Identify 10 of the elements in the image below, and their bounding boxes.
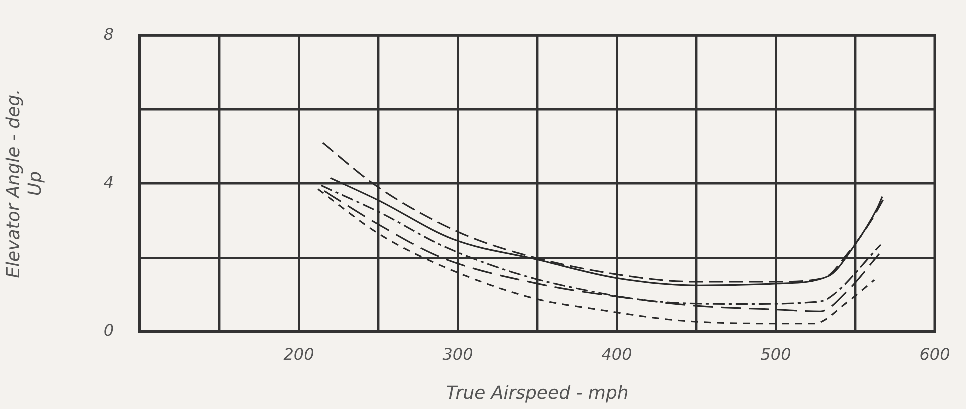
y-tick-label: 4 (104, 172, 114, 192)
y-tick-label: 0 (104, 321, 114, 340)
x-tick-label: 300 (442, 344, 474, 364)
y-axis-title: Elevator Angle - deg. Up (3, 89, 46, 278)
x-tick-label: 600 (920, 344, 950, 364)
x-tick-label: 200 (284, 344, 314, 364)
x-tick-label: 500 (760, 344, 792, 364)
x-axis-title: True Airspeed - mph (446, 382, 629, 404)
x-tick-label: 400 (602, 344, 632, 364)
y-tick-label: 8 (104, 24, 114, 44)
